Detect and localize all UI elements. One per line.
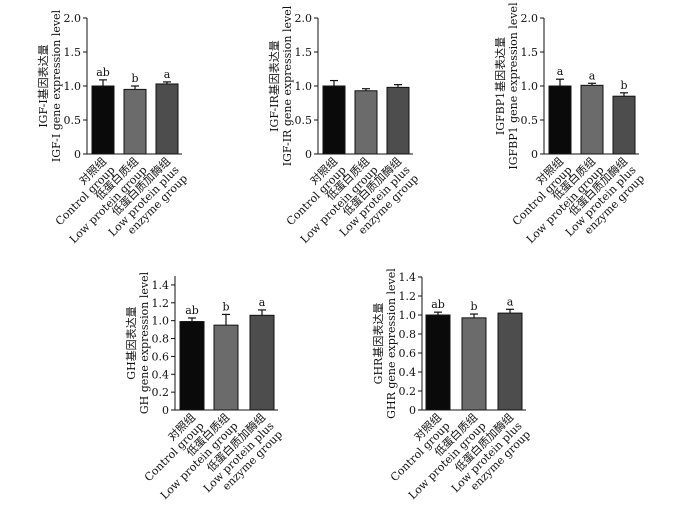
y-tick-label: 1.0 — [295, 80, 313, 93]
y-tick-label: 1.4 — [399, 271, 417, 284]
y-tick-label: 1.0 — [521, 80, 539, 93]
bar — [386, 86, 410, 155]
significance-label: ab — [185, 304, 199, 317]
y-tick-label: 2.0 — [64, 12, 82, 25]
bar — [91, 85, 115, 155]
bar — [354, 90, 378, 155]
y-tick-label: 1.5 — [64, 46, 82, 59]
y-tick-label: 2.0 — [295, 12, 313, 25]
y-axis-label: IGF-Ⅰ基因表达量 — [36, 44, 50, 127]
y-axis-label: GH基因表达量 — [124, 306, 138, 379]
y-tick-label: 0.8 — [152, 333, 170, 346]
y-tick-label: 0.4 — [399, 366, 417, 379]
chart-panel-4: 0 0.2 0.4 0.6 0.8 1.0 1.2 1.4 GH基因表达量 GH gene exp… — [124, 271, 285, 502]
significance-label: a — [507, 295, 514, 308]
significance-label: a — [259, 296, 266, 309]
y-tick-label: 0.5 — [64, 114, 82, 127]
y-tick-label: 0.8 — [399, 328, 417, 341]
y-tick-label: 0.6 — [399, 347, 417, 360]
y-tick-label: 0 — [531, 148, 538, 161]
y-tick-label: 1.4 — [152, 279, 170, 292]
y-axis-label: IGF-ⅠR基因表达量 — [267, 40, 281, 132]
y-tick-label: 0.6 — [152, 350, 170, 363]
y-tick-label: 1.2 — [152, 297, 170, 310]
y-tick-label: 1.0 — [399, 309, 417, 322]
y-tick-label: 0.5 — [521, 114, 539, 127]
significance-label: b — [620, 79, 627, 92]
significance-label: ab — [431, 298, 445, 311]
bar — [497, 312, 523, 411]
y-tick-label: 1.2 — [399, 290, 417, 303]
bar — [179, 321, 205, 411]
y-tick-label: 0 — [305, 148, 312, 161]
y-tick-label: 0.5 — [295, 114, 313, 127]
y-axis-label: GH gene expression level — [138, 271, 151, 414]
y-tick-label: 1.0 — [152, 315, 170, 328]
bar — [461, 317, 487, 411]
significance-label: a — [164, 68, 171, 81]
significance-label: b — [222, 300, 229, 313]
y-tick-label: 1.0 — [64, 80, 82, 93]
bar — [322, 85, 346, 155]
y-axis-label: IGFBP1基因表达量 — [493, 37, 507, 135]
y-tick-label: 0 — [409, 404, 416, 417]
bar — [213, 324, 239, 411]
chart-panel-3: 0 0.5 1.0 1.5 2.0 IGFBP1基因表达量 IGFBP1 gene expr… — [493, 2, 647, 246]
y-axis-label: IGF-Ⅰ gene expression level — [50, 9, 63, 162]
significance-label: a — [589, 69, 596, 82]
y-tick-label: 0.2 — [399, 385, 417, 398]
y-axis-label: GHR基因表达量 — [371, 303, 385, 385]
y-axis-label: GHR gene expression level — [385, 268, 398, 419]
bar — [123, 88, 147, 155]
bar — [249, 314, 275, 411]
y-axis-label: IGF-ⅠR gene expression level — [281, 5, 294, 166]
bar — [425, 314, 451, 411]
y-tick-label: 0.4 — [152, 368, 170, 381]
significance-label: b — [131, 72, 138, 85]
y-tick-label: 0 — [74, 148, 81, 161]
chart-panel-5: 0 0.2 0.4 0.6 0.8 1.0 1.2 1.4 GHR基因表达量 GHR gene e… — [371, 268, 533, 502]
significance-label: b — [470, 300, 477, 313]
bar — [612, 95, 636, 155]
y-axis-label: IGFBP1 gene expression level — [507, 2, 520, 170]
bar — [155, 83, 179, 155]
y-tick-label: 2.0 — [521, 12, 539, 25]
chart-panel-2: 0 0.5 1.0 1.5 2.0 IGF-ⅠR基因表达量 IGF-ⅠR gene expr… — [267, 5, 421, 246]
y-tick-label: 0 — [162, 404, 169, 417]
y-tick-label: 1.5 — [295, 46, 313, 59]
significance-label: ab — [96, 66, 110, 79]
bar — [548, 85, 572, 155]
bar — [580, 84, 604, 155]
y-tick-label: 0.2 — [152, 386, 170, 399]
chart-panel-1: 0 0.5 1.0 1.5 2.0 IGF-Ⅰ基因表达量 IGF-Ⅰ gene expres… — [36, 9, 190, 246]
significance-label: a — [557, 65, 564, 78]
y-tick-label: 1.5 — [521, 46, 539, 59]
